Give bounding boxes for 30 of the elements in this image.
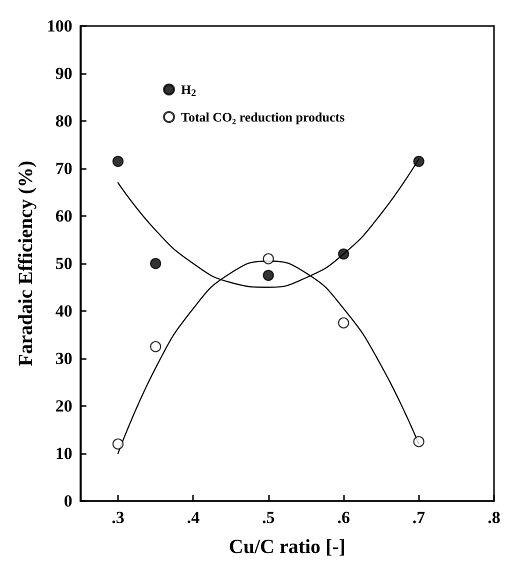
x-tick-label: .7 [412,508,426,527]
y-tick-label: 100 [46,16,72,36]
point [262,270,274,281]
point [112,156,124,167]
x-tick-label: .5 [262,508,275,527]
y-tick-label: 60 [55,206,72,226]
y-tick-label: 30 [55,349,72,368]
y-tick-label: 50 [55,254,72,273]
y-tick-label: 10 [55,444,72,463]
x-tick-label: .3 [112,508,124,527]
x-axis-title: Cu/C ratio [-] [228,536,346,558]
x-tick-label: .4 [186,508,200,527]
y-axis-title: Faradaic Efficiency (%) [15,160,37,366]
point [150,341,162,352]
point [150,258,162,270]
legend-label: Total CO₂ reduction products [181,110,345,124]
x-tick-label: .8 [488,508,500,527]
y-tick-label: 90 [55,64,72,83]
y-tick-label: 40 [55,302,72,320]
y-tick-label: 70 [55,159,72,178]
y-tick-label: 80 [55,112,72,130]
y-tick-label: 20 [55,396,72,416]
point [112,438,124,450]
point [338,317,350,328]
point [262,253,274,264]
x-tick-label: .6 [337,508,350,527]
point [338,248,350,260]
point [413,436,424,448]
point [413,156,424,167]
y-tick-label: 0 [64,492,72,510]
